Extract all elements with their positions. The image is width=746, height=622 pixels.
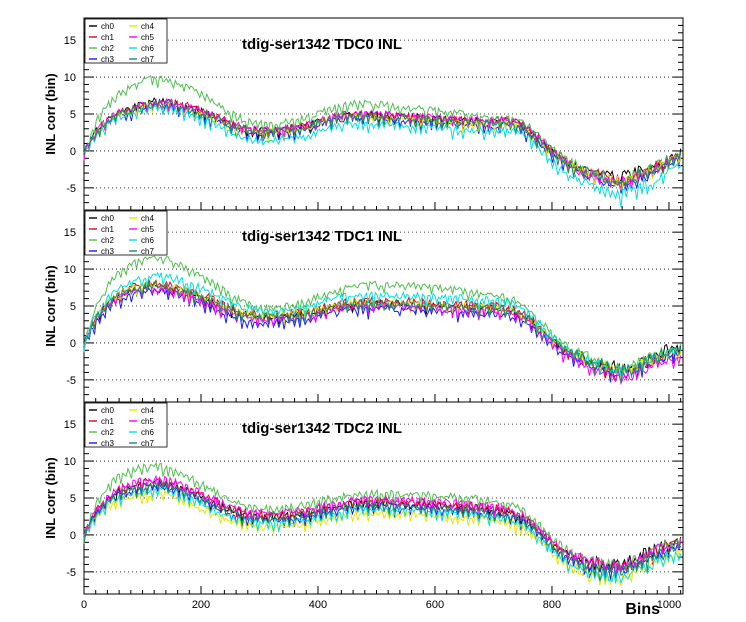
series-ch4 xyxy=(83,489,682,587)
x-tick-label: 200 xyxy=(192,599,210,611)
panel-title: tdig-ser1342 TDC0 INL xyxy=(242,36,402,53)
legend-label: ch4 xyxy=(141,214,154,223)
legend-label: ch5 xyxy=(141,33,154,42)
legend-label: ch5 xyxy=(141,417,154,426)
series-ch5 xyxy=(83,284,682,386)
y-tick-label: -5 xyxy=(66,567,76,579)
legend-label: ch6 xyxy=(141,44,154,53)
panel-tdc1: -5 0 5 10 15 INL corr (bin) ch0 ch1 ch2 ch3 ch4 ch5… xyxy=(43,209,684,403)
legend-label: ch7 xyxy=(141,55,154,64)
legend-label: ch0 xyxy=(101,22,114,31)
legend-label: ch2 xyxy=(101,44,114,53)
legend-label: ch6 xyxy=(141,236,154,245)
y-tick-label: 10 xyxy=(64,264,76,276)
x-axis-label: Bins xyxy=(625,601,660,618)
legend-label: ch1 xyxy=(101,225,114,234)
y-tick-label: 0 xyxy=(70,338,76,350)
y-tick-label: 5 xyxy=(70,301,76,313)
y-tick-label: -5 xyxy=(66,183,76,195)
y-tick-label: 0 xyxy=(70,146,76,158)
legend-label: ch7 xyxy=(141,439,154,448)
legend-box xyxy=(84,18,168,64)
series-ch7 xyxy=(83,481,681,582)
legend-label: ch1 xyxy=(101,33,114,42)
series-ch7 xyxy=(83,280,682,384)
series-ch6 xyxy=(83,486,682,585)
legend-label: ch5 xyxy=(141,225,154,234)
series-ch6 xyxy=(83,271,682,377)
y-tick-label: 5 xyxy=(70,493,76,505)
x-tick-label: 800 xyxy=(543,599,561,611)
series-ch5 xyxy=(83,474,682,576)
legend-label: ch2 xyxy=(101,428,114,437)
y-axis-label: INL corr (bin) xyxy=(43,457,58,538)
series-ch7 xyxy=(83,98,682,187)
series-ch6 xyxy=(83,105,682,208)
legend-label: ch3 xyxy=(101,247,114,256)
legend-label: ch2 xyxy=(101,236,114,245)
x-tick-label: 400 xyxy=(309,599,327,611)
y-tick-label: 15 xyxy=(64,419,76,431)
y-axis-label: INL corr (bin) xyxy=(43,265,58,346)
legend-label: ch3 xyxy=(101,439,114,448)
x-tick-label: 1000 xyxy=(657,599,681,611)
legend-label: ch0 xyxy=(101,214,114,223)
legend-label: ch7 xyxy=(141,247,154,256)
legend-label: ch3 xyxy=(101,55,114,64)
x-tick-label: 600 xyxy=(426,599,444,611)
legend-label: ch4 xyxy=(141,22,154,31)
y-tick-label: 15 xyxy=(64,35,76,47)
y-tick-label: 0 xyxy=(70,530,76,542)
legend-label: ch1 xyxy=(101,417,114,426)
panel-title: tdig-ser1342 TDC2 INL xyxy=(242,420,402,437)
legend-box xyxy=(84,402,168,448)
y-axis-label: INL corr (bin) xyxy=(43,73,58,154)
x-tick-label: 0 xyxy=(81,599,87,611)
legend-label: ch4 xyxy=(141,406,154,415)
y-tick-label: 10 xyxy=(64,72,76,84)
y-tick-label: 5 xyxy=(70,109,76,121)
legend-label: ch6 xyxy=(141,428,154,437)
y-tick-label: 10 xyxy=(64,456,76,468)
y-tick-label: -5 xyxy=(66,375,76,387)
panel-tdc2: -5 0 5 10 15 INL corr (bin) ch0 ch1 ch2 ch3 ch4 ch5… xyxy=(43,401,684,618)
panel-title: tdig-ser1342 TDC1 INL xyxy=(242,228,402,245)
y-tick-label: 15 xyxy=(64,227,76,239)
panel-tdc0: -5 0 5 10 15 INL corr (bin) ch0 ch1 ch2 ch3 ch4 ch5… xyxy=(43,17,684,211)
legend-label: ch0 xyxy=(101,406,114,415)
legend-box xyxy=(84,210,168,256)
